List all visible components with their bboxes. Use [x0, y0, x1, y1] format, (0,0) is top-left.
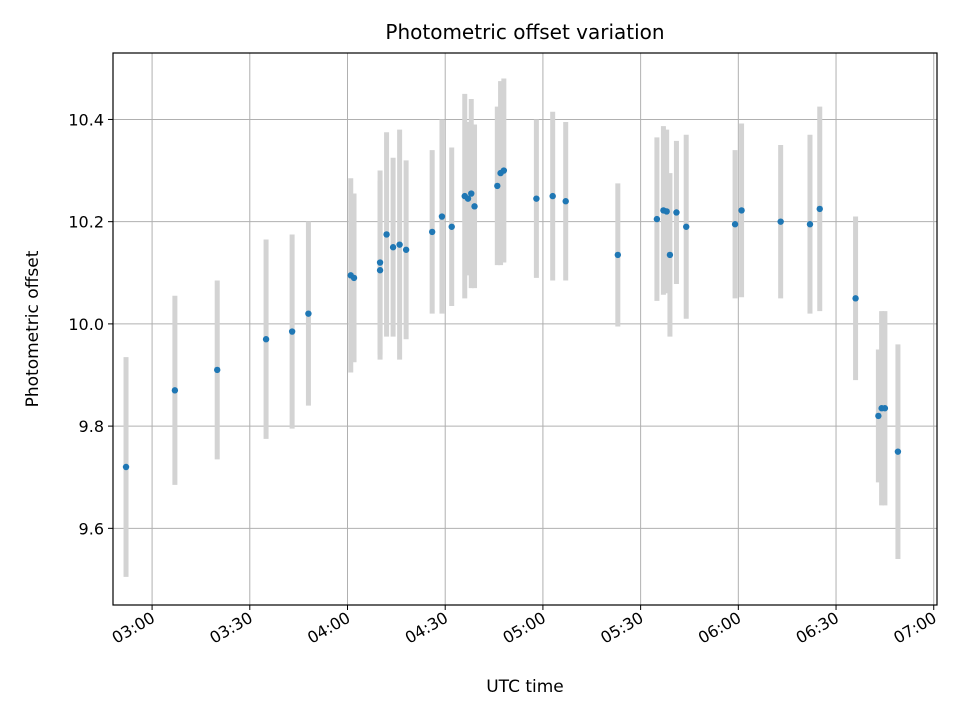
data-point	[471, 203, 478, 210]
data-point	[389, 244, 397, 251]
y-axis-label: Photometric offset	[23, 250, 43, 407]
data-point	[500, 167, 508, 174]
plot-frame	[112, 52, 938, 606]
data-point	[562, 198, 569, 205]
point-layer	[122, 167, 902, 471]
data-point	[731, 221, 739, 228]
data-point	[438, 213, 446, 220]
data-point	[683, 223, 690, 230]
data-point	[549, 192, 556, 200]
data-point	[396, 241, 403, 248]
data-point	[852, 295, 859, 302]
data-point	[673, 209, 680, 216]
data-point	[262, 336, 270, 343]
data-point	[806, 221, 814, 228]
data-point	[122, 463, 130, 471]
data-point	[383, 231, 390, 238]
data-point	[894, 448, 902, 455]
data-point	[816, 205, 823, 213]
data-point	[171, 387, 179, 394]
y-tick-label: 10.4	[68, 110, 104, 129]
x-axis-label: UTC time	[486, 677, 564, 697]
data-point	[214, 366, 221, 374]
data-point	[494, 182, 501, 190]
y-tick-label: 9.6	[79, 519, 104, 538]
data-point	[468, 190, 475, 197]
data-point	[288, 328, 296, 335]
data-point	[350, 274, 358, 282]
data-point	[614, 251, 622, 259]
data-point	[448, 223, 455, 230]
y-tick-label: 10.0	[68, 315, 104, 334]
chart-title: Photometric offset variation	[385, 20, 664, 44]
data-point	[305, 310, 312, 317]
data-point	[875, 412, 882, 420]
data-point	[738, 207, 745, 214]
grid-layer	[113, 53, 937, 605]
y-tick-label: 9.8	[79, 417, 104, 436]
data-point	[533, 195, 540, 202]
data-point	[653, 215, 661, 223]
y-tick-label: 10.2	[68, 213, 104, 232]
data-point	[402, 246, 410, 253]
data-point	[663, 208, 670, 215]
data-point	[376, 259, 384, 266]
data-point	[881, 405, 889, 412]
data-point	[376, 267, 384, 274]
data-point	[428, 228, 436, 236]
data-point	[666, 251, 674, 259]
data-point	[464, 195, 472, 202]
data-point	[777, 218, 784, 225]
